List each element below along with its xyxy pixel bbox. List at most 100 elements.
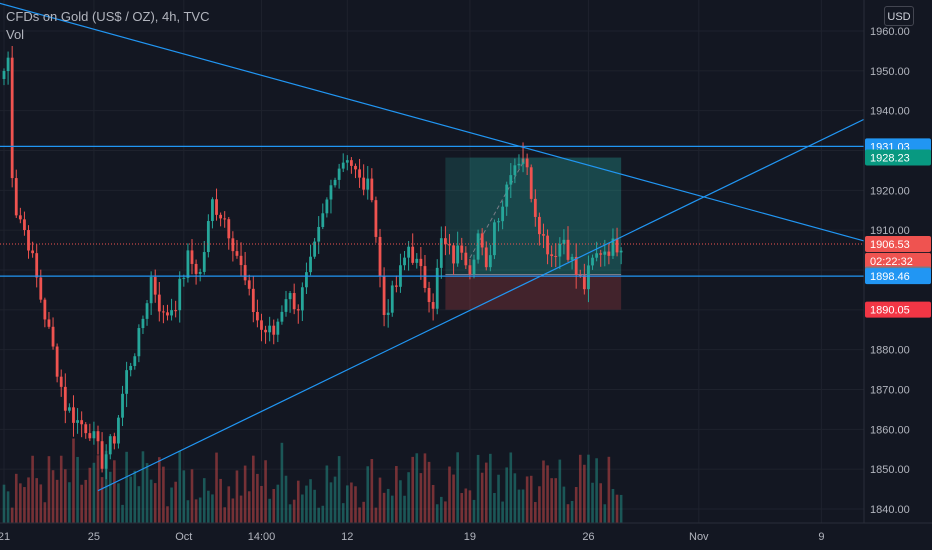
y-tick-label: 1840.00 [870,504,910,516]
candle [141,315,145,334]
candle [603,239,607,267]
candle [431,293,435,321]
x-tick-label: 25 [88,531,100,543]
volume-bar [133,470,137,523]
candle-body [223,218,227,220]
candles [2,45,623,480]
candle [452,242,455,275]
volume-bar [72,438,75,523]
candle [206,214,210,258]
candle [239,242,243,277]
candle [198,268,202,282]
candle [533,189,537,227]
candle [292,283,296,315]
volume-bar [141,451,145,523]
volume-bar [607,456,611,523]
candle [497,218,500,232]
volume-bar [121,504,124,523]
candle-body [174,310,178,312]
candle [112,432,116,450]
y-tick-label: 1860.00 [870,424,910,436]
candle [27,225,30,259]
candle-body [129,365,133,371]
candle-body [321,213,325,227]
volume-bar [51,470,55,523]
candle-body [51,326,55,347]
candle [104,444,108,480]
candle-body [362,177,366,190]
volume-bar [113,460,116,523]
volume-bar [456,452,459,523]
price-axis[interactable]: 1840.00 1850.00 1860.00 1870.00 1880.00 1890.… [863,0,932,550]
candle [231,231,235,262]
x-tick-label: 19 [464,531,476,543]
volume-bar [346,485,349,523]
time-axis[interactable]: 21 25 Oct 14:00 12 19 26 Nov 9 [0,522,932,550]
candle [51,317,55,350]
volume-bar [427,461,431,523]
candle-body [284,299,288,312]
candle-body [603,251,607,255]
candle [121,385,124,427]
candle [2,68,6,86]
volume-bar [534,502,537,523]
candle [194,259,198,285]
x-tick-label: 12 [341,531,353,543]
y-tick-label: 1850.00 [870,464,910,476]
candle [84,422,88,439]
volume-bar [603,504,607,523]
candle-body [264,329,267,333]
candle-body [525,158,529,168]
price-label-text: 02:22:32 [870,256,913,268]
candle [435,259,439,315]
candle-body [125,370,129,394]
candle-body [419,258,423,267]
volume-bar [476,454,480,523]
volume-bar [55,479,59,523]
candle [321,203,325,230]
currency-button[interactable]: USD [884,6,914,26]
candle-body [104,454,108,469]
volume-bar [370,459,374,523]
volume-bar [574,487,578,523]
candle-body [10,57,14,179]
volume-bar [223,507,226,523]
candle [513,158,517,184]
candle [582,263,586,295]
candle [403,251,406,271]
candle [386,299,390,328]
y-tick-label: 1960.00 [870,26,910,38]
volume-bar [484,462,488,523]
price-label-bg [865,252,931,269]
volume-bar [84,479,88,523]
long-position-box[interactable] [445,157,622,310]
candle-body [305,272,308,288]
candle [587,255,590,303]
volume-bar [386,488,390,523]
candle [309,244,312,276]
drawing-lines[interactable] [0,1,883,492]
volume-bar [333,476,337,523]
candle-body [566,239,570,260]
price-label-bg [865,268,931,285]
candle [190,239,194,275]
volume-bar [480,472,484,523]
candle-body [542,234,545,236]
candle-body [18,215,22,220]
volume-bar [162,466,165,523]
candle [595,241,599,262]
volume-bar [125,451,128,523]
candle-body [439,238,443,268]
candle-body [337,168,341,180]
candle [202,241,206,275]
candle-body [468,265,472,275]
candle-body [578,274,582,276]
candle [456,231,460,267]
candle [345,155,349,171]
candle [300,282,304,322]
price-label: 02:22:32 [865,252,931,269]
candle [170,298,173,321]
volume-bar [497,474,500,523]
candle-body [558,243,562,257]
